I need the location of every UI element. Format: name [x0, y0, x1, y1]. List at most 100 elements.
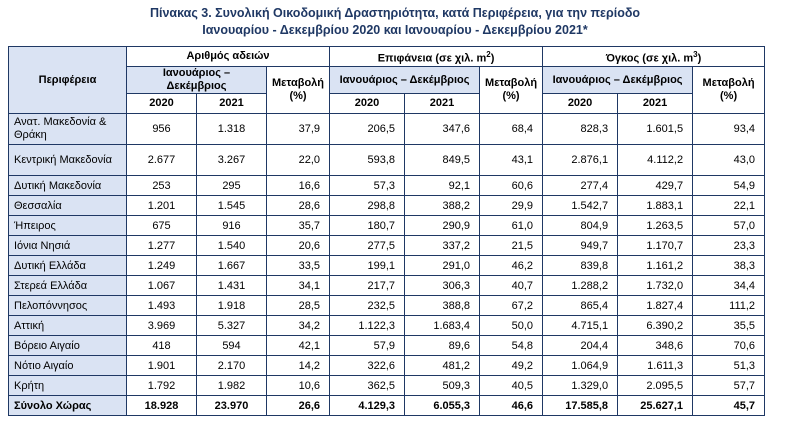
value-cell: 675	[126, 215, 197, 236]
header-change-volume: Μεταβολή (%)	[692, 66, 766, 114]
value-cell: 291,0	[404, 255, 481, 276]
value-cell: 295	[196, 175, 267, 196]
value-cell: 20,6	[265, 235, 331, 256]
region-name: Βόρειο Αιγαίο	[8, 335, 127, 356]
region-name: Δυτική Ελλάδα	[8, 255, 127, 276]
value-cell: 1.540	[196, 235, 267, 256]
value-cell: 3.267	[196, 144, 267, 176]
value-cell: 2.677	[126, 144, 197, 176]
region-name: Ιόνια Νησιά	[8, 235, 127, 256]
value-cell: 18.928	[126, 395, 197, 416]
header-period-permits: Ιανουάριος – Δεκέμβριος	[126, 66, 267, 94]
header-volume: Όγκος (σε χιλ. m3)	[542, 46, 766, 67]
value-cell: 1.601,5	[617, 113, 694, 145]
value-cell: 22,1	[692, 195, 766, 216]
value-cell: 34,1	[265, 275, 331, 296]
value-cell: 277,5	[329, 235, 406, 256]
header-2020-volume: 2020	[542, 93, 619, 114]
region-name: Ήπειρος	[8, 215, 127, 236]
value-cell: 5.327	[196, 315, 267, 336]
region-name: Νότιο Αιγαίο	[8, 355, 127, 376]
value-cell: 57,9	[329, 335, 406, 356]
table-row: Θεσσαλία 1.201 1.545 28,6 298,8 388,2 29,9 1.54…	[8, 195, 766, 216]
value-cell: 28,5	[265, 295, 331, 316]
value-cell: 1.918	[196, 295, 267, 316]
value-cell: 38,3	[692, 255, 766, 276]
value-cell: 4.715,1	[542, 315, 619, 336]
value-cell: 849,5	[404, 144, 481, 176]
value-cell: 306,3	[404, 275, 481, 296]
table-row: Στερεά Ελλάδα 1.067 1.431 34,1 217,7 306,3 40,…	[8, 275, 766, 296]
value-cell: 23,3	[692, 235, 766, 256]
value-cell: 217,7	[329, 275, 406, 296]
value-cell: 1.883,1	[617, 195, 694, 216]
header-2021-area: 2021	[404, 93, 481, 114]
header-region: Περιφέρεια	[8, 46, 127, 114]
value-cell: 54,8	[479, 335, 544, 356]
value-cell: 1.161,2	[617, 255, 694, 276]
value-cell: 1.827,4	[617, 295, 694, 316]
value-cell: 1.122,3	[329, 315, 406, 336]
value-cell: 593,8	[329, 144, 406, 176]
table-row: Δυτική Μακεδονία 253 295 16,6 57,3 92,1 60,6 27…	[8, 175, 766, 196]
value-cell: 362,5	[329, 375, 406, 396]
value-cell: 949,7	[542, 235, 619, 256]
value-cell: 298,8	[329, 195, 406, 216]
value-cell: 204,4	[542, 335, 619, 356]
table-row: Ανατ. Μακεδονία & Θράκη 956 1.318 37,9 206,5…	[8, 113, 766, 145]
value-cell: 253	[126, 175, 197, 196]
table-title: Πίνακας 3. Συνολική Οικοδομική Δραστηριό…	[0, 0, 790, 39]
value-cell: 45,7	[692, 395, 766, 416]
value-cell: 2.095,5	[617, 375, 694, 396]
value-cell: 1.431	[196, 275, 267, 296]
value-cell: 92,1	[404, 175, 481, 196]
value-cell: 509,3	[404, 375, 481, 396]
value-cell: 1.067	[126, 275, 197, 296]
header-area: Επιφάνεια (σε χιλ. m2)	[329, 46, 544, 67]
region-name: Σύνολο Χώρας	[8, 395, 127, 416]
value-cell: 61,0	[479, 215, 544, 236]
value-cell: 337,2	[404, 235, 481, 256]
value-cell: 1.277	[126, 235, 197, 256]
value-cell: 40,7	[479, 275, 544, 296]
table-row: Βόρειο Αιγαίο 418 594 42,1 57,9 89,6 54,8 204,4…	[8, 335, 766, 356]
value-cell: 22,0	[265, 144, 331, 176]
value-cell: 3.969	[126, 315, 197, 336]
table-row: Ήπειρος 675 916 35,7 180,7 290,9 61,0 804,9 1.26…	[8, 215, 766, 236]
value-cell: 180,7	[329, 215, 406, 236]
value-cell: 290,9	[404, 215, 481, 236]
value-cell: 57,0	[692, 215, 766, 236]
value-cell: 60,6	[479, 175, 544, 196]
value-cell: 1.263,5	[617, 215, 694, 236]
table-body: Ανατ. Μακεδονία & Θράκη 956 1.318 37,9 206,5…	[8, 113, 766, 416]
value-cell: 1.683,4	[404, 315, 481, 336]
value-cell: 4.112,2	[617, 144, 694, 176]
value-cell: 1.329,0	[542, 375, 619, 396]
value-cell: 2.170	[196, 355, 267, 376]
region-name: Κρήτη	[8, 375, 127, 396]
value-cell: 481,2	[404, 355, 481, 376]
value-cell: 14,2	[265, 355, 331, 376]
value-cell: 2.876,1	[542, 144, 619, 176]
value-cell: 33,5	[265, 255, 331, 276]
value-cell: 1.732,0	[617, 275, 694, 296]
value-cell: 1.792	[126, 375, 197, 396]
region-name: Ανατ. Μακεδονία & Θράκη	[8, 113, 127, 145]
header-2020-permits: 2020	[126, 93, 197, 114]
value-cell: 50,0	[479, 315, 544, 336]
value-cell: 322,6	[329, 355, 406, 376]
value-cell: 6.390,2	[617, 315, 694, 336]
value-cell: 46,2	[479, 255, 544, 276]
value-cell: 89,6	[404, 335, 481, 356]
region-name: Πελοπόννησος	[8, 295, 127, 316]
value-cell: 34,4	[692, 275, 766, 296]
value-cell: 1.901	[126, 355, 197, 376]
value-cell: 57,3	[329, 175, 406, 196]
value-cell: 1.288,2	[542, 275, 619, 296]
value-cell: 1.064,9	[542, 355, 619, 376]
value-cell: 388,2	[404, 195, 481, 216]
value-cell: 67,2	[479, 295, 544, 316]
value-cell: 16,6	[265, 175, 331, 196]
header-permits: Αριθμός αδειών	[125, 46, 331, 67]
table-row: Δυτική Ελλάδα 1.249 1.667 33,5 199,1 291,0 46,…	[8, 255, 766, 276]
